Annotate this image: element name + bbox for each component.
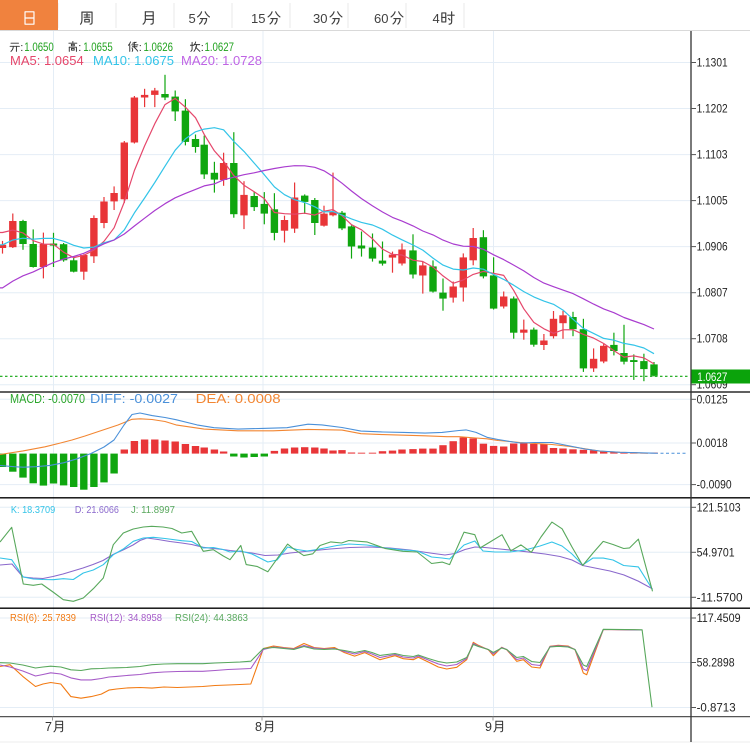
svg-text:MA10: 1.0675: MA10: 1.0675 <box>93 53 174 68</box>
svg-text:30: 30 <box>313 11 327 26</box>
svg-text:RSI(24): 44.3863: RSI(24): 44.3863 <box>175 612 248 624</box>
svg-text:-11.5700: -11.5700 <box>697 592 743 604</box>
svg-text:RSI(6): 25.7839: RSI(6): 25.7839 <box>10 612 76 624</box>
svg-text:121.5103: 121.5103 <box>697 502 741 514</box>
svg-text:0.0125: 0.0125 <box>697 394 728 406</box>
svg-text:DIFF: -0.0027: DIFF: -0.0027 <box>90 392 178 406</box>
svg-text:4: 4 <box>433 11 440 26</box>
svg-text:0.0018: 0.0018 <box>697 438 728 450</box>
svg-text:MA20: 1.0728: MA20: 1.0728 <box>181 53 262 68</box>
svg-text:MA5: 1.0654: MA5: 1.0654 <box>10 53 84 68</box>
svg-text:DEA: 0.0008: DEA: 0.0008 <box>196 392 281 406</box>
svg-text:15: 15 <box>251 11 265 26</box>
svg-text:117.4509: 117.4509 <box>697 613 741 625</box>
svg-text:RSI(12): 34.8958: RSI(12): 34.8958 <box>90 612 162 624</box>
svg-text:5: 5 <box>189 11 196 26</box>
svg-text:54.9701: 54.9701 <box>697 547 735 559</box>
svg-text:MACD: -0.0070: MACD: -0.0070 <box>10 392 85 406</box>
svg-text:1.0906: 1.0906 <box>697 242 728 254</box>
svg-text:1.0627: 1.0627 <box>697 372 727 384</box>
svg-text:1.1005: 1.1005 <box>697 196 728 208</box>
svg-text:1.0708: 1.0708 <box>697 334 728 346</box>
svg-text:9: 9 <box>485 720 492 734</box>
svg-text:1.1202: 1.1202 <box>697 104 728 116</box>
svg-text:7: 7 <box>45 720 52 734</box>
svg-text:-0.0090: -0.0090 <box>697 480 732 492</box>
svg-text:1.1103: 1.1103 <box>697 150 728 162</box>
svg-text:-0.8713: -0.8713 <box>697 703 736 715</box>
svg-text:K: 18.3709: K: 18.3709 <box>11 504 55 516</box>
svg-text:1.1301: 1.1301 <box>697 58 728 70</box>
svg-text:J: 11.8997: J: 11.8997 <box>131 504 175 516</box>
svg-text:8: 8 <box>255 720 262 734</box>
svg-text:60: 60 <box>374 11 388 26</box>
svg-text:58.2898: 58.2898 <box>697 658 735 670</box>
svg-text:1.0807: 1.0807 <box>697 288 728 300</box>
svg-text:D: 21.6066: D: 21.6066 <box>75 504 119 516</box>
